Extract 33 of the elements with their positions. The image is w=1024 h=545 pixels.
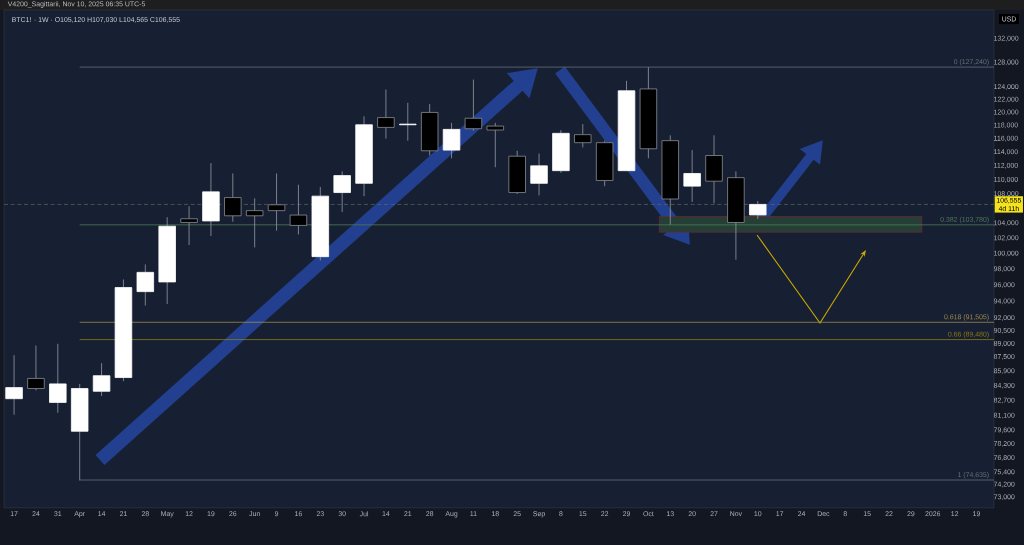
candlestick — [158, 216, 176, 305]
candlestick — [311, 186, 330, 261]
candlestick — [27, 345, 45, 391]
candlestick — [92, 362, 111, 397]
candlestick — [420, 103, 439, 156]
candlestick — [180, 205, 198, 246]
candlestick — [530, 153, 548, 196]
candlestick — [617, 80, 636, 172]
candlestick — [574, 123, 592, 148]
candlestick — [552, 129, 570, 174]
candlestick — [508, 150, 526, 193]
candlestick — [464, 79, 483, 132]
candlestick — [705, 134, 723, 204]
candlestick — [727, 170, 745, 261]
candlestick — [202, 162, 220, 237]
candlestick — [114, 279, 133, 382]
candlestick — [442, 122, 461, 159]
candlestick — [661, 134, 679, 226]
candlestick — [136, 264, 155, 306]
candlestick — [399, 102, 417, 142]
candlestick — [333, 170, 351, 213]
candlestick — [49, 343, 67, 414]
candlestick — [224, 173, 242, 223]
candlestick — [377, 89, 395, 140]
candlestick — [5, 354, 23, 416]
candlestick — [639, 66, 658, 159]
candlestick — [245, 197, 264, 248]
candlestick — [355, 115, 373, 197]
candlestick — [267, 173, 286, 232]
candlestick — [289, 184, 308, 235]
candlestick — [70, 383, 89, 481]
candlestick — [749, 200, 767, 220]
candlestick — [683, 149, 701, 203]
